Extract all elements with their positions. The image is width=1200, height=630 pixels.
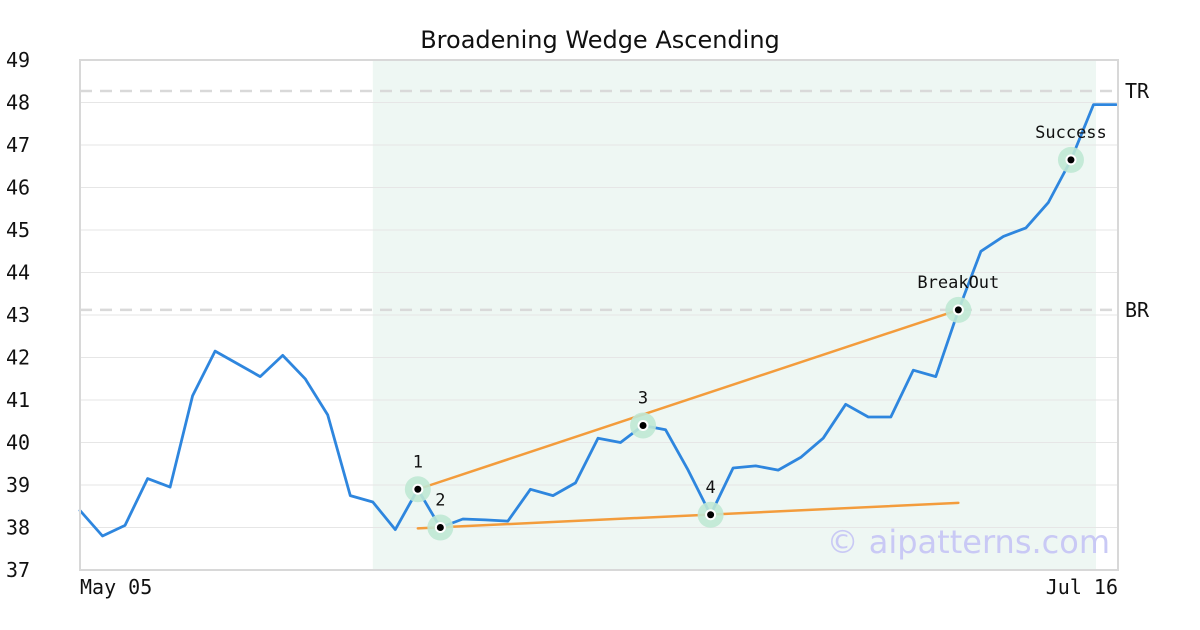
y-tick-label: 37 (6, 558, 30, 582)
y-tick-label: 39 (6, 473, 30, 497)
y-tick-label: 47 (6, 133, 30, 157)
y-tick-label: 45 (6, 218, 30, 242)
y-tick-label: 49 (6, 48, 30, 72)
trend-line (416, 308, 960, 491)
series-layer (78, 103, 1118, 538)
price-series-line (78, 103, 1118, 538)
pattern-point-label: BreakOut (917, 273, 999, 293)
trend-lines-layer (416, 308, 960, 530)
y-tick-label: 42 (6, 346, 30, 370)
trend-line (416, 501, 960, 530)
pattern-point-label: 1 (413, 452, 423, 472)
reference-line-label: BR (1125, 298, 1150, 322)
y-tick-label: 44 (6, 261, 30, 285)
chart-title: Broadening Wedge Ascending (420, 26, 780, 54)
pattern-point-marker (414, 485, 422, 493)
y-tick-label: 40 (6, 431, 30, 455)
y-tick-label: 38 (6, 516, 30, 540)
pattern-points-layer: 12 3 4 BreakOut Success (404, 123, 1107, 541)
pattern-point-marker (436, 524, 444, 531)
y-tick-label: 48 (6, 91, 30, 115)
plot-frame (79, 59, 1119, 571)
y-tick-label: 46 (6, 176, 30, 200)
y-tick-label: 41 (6, 388, 30, 412)
pattern-point-label: 4 (705, 478, 715, 498)
x-tick-label: May 05 (80, 575, 152, 599)
x-tick-label: Jul 16 (1046, 575, 1118, 599)
pattern-point-marker (707, 511, 715, 519)
pattern-point-label: Success (1035, 123, 1107, 143)
pattern-point-label: 2 (435, 491, 445, 511)
watermark: © aipatterns.com (827, 523, 1110, 561)
y-tick-label: 43 (6, 303, 30, 327)
pattern-point-label: 3 (638, 389, 648, 409)
reference-lines-layer: TR BR (80, 79, 1150, 322)
pattern-point-marker (954, 306, 962, 314)
reference-line-label: TR (1125, 79, 1150, 103)
pattern-point-marker (1067, 156, 1075, 164)
pattern-point-marker (639, 422, 647, 429)
